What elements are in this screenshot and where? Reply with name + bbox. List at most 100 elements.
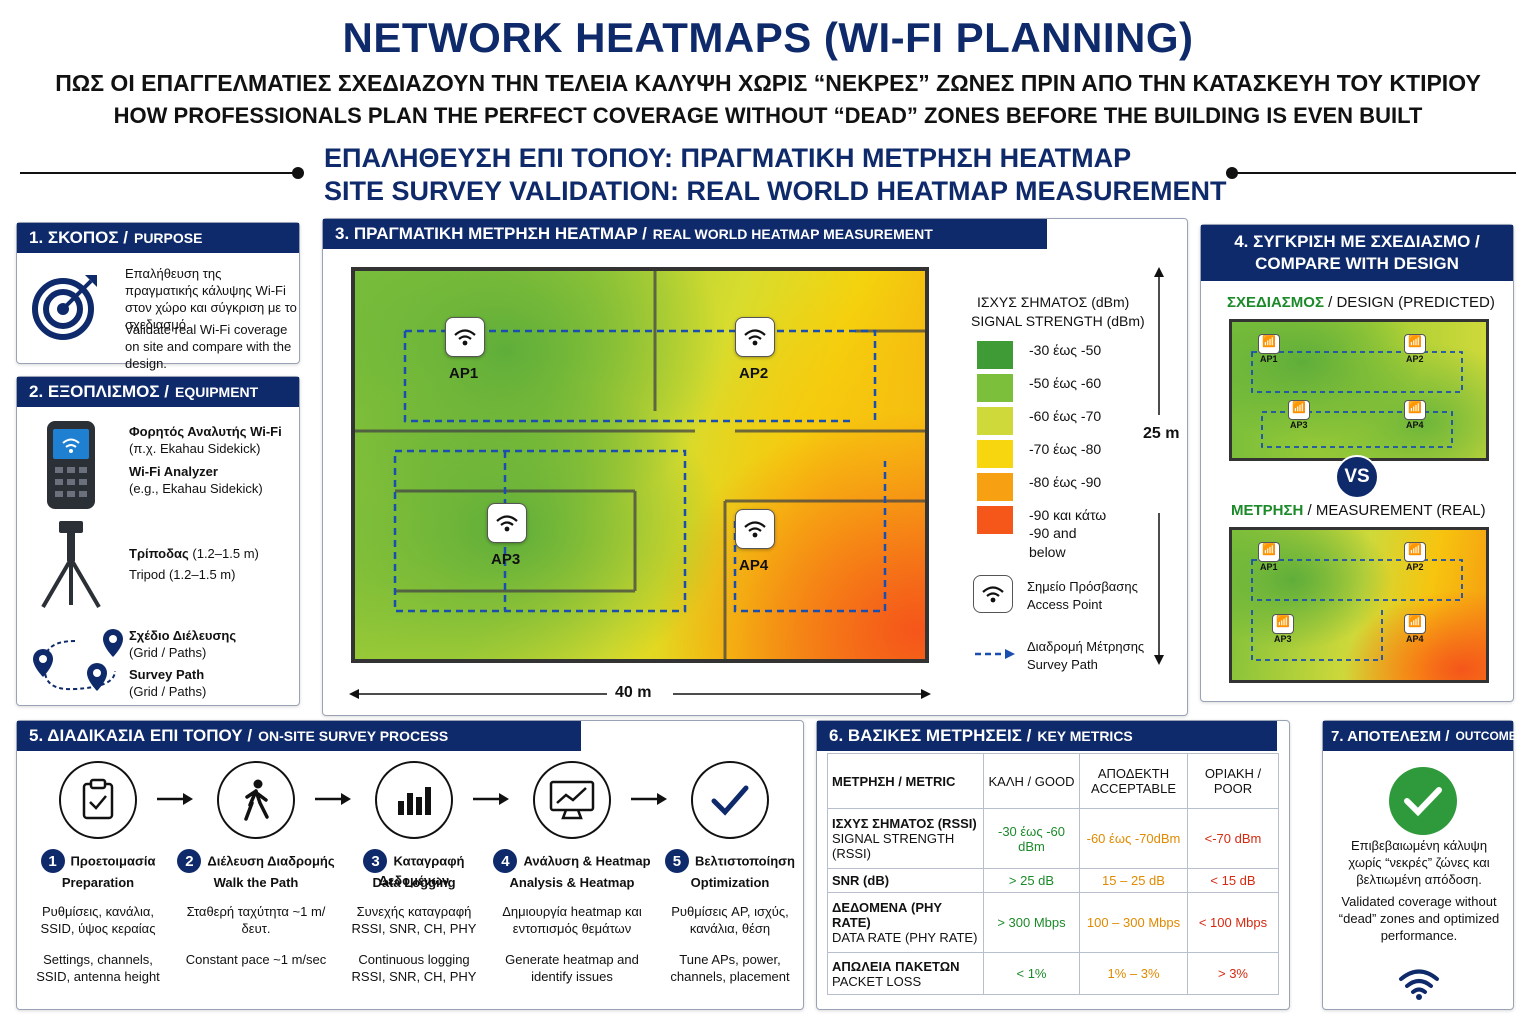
- path-legend-english: Survey Path: [1027, 657, 1098, 672]
- ap2-marker[interactable]: [735, 317, 775, 357]
- wifi-icon: 📶: [1404, 334, 1426, 354]
- page-title: NETWORK HEATMAPS (WI-FI PLANNING): [342, 14, 1194, 61]
- compare-header: 4. ΣΥΓΚΡΙΣΗ ΜΕ ΣΧΕΔΙΑΣΜΟ / COMPARE WITH D…: [1201, 225, 1513, 281]
- step-description-english: Continuous logging RSSI, SNR, CH, PHY: [351, 952, 477, 984]
- metric-poor: > 3%: [1187, 952, 1279, 995]
- bar-chart-icon: [375, 761, 453, 839]
- heatmap-floorplan: AP1 AP2 AP3 AP4: [351, 267, 929, 663]
- legend-row: -30 έως -50: [977, 341, 1101, 369]
- step-description-greek: Σταθερή ταχύτητα ~1 m/δευτ.: [186, 904, 326, 936]
- outcome-panel: 7. ΑΠΟΤΕΛΕΣΜ / OUTCOME Επιβεβαιωμένη κάλυ…: [1322, 720, 1517, 1010]
- step-title-english: Walk the Path: [213, 875, 299, 890]
- design-ap2-label: AP2: [1406, 354, 1424, 364]
- step-title: 3 Καταγραφή Δεδομένων: [334, 849, 494, 888]
- heatmap-header: 3. ΠΡΑΓΜΑΤΙΚΗ ΜΕΤΡΗΣΗ HEATMAP / REAL WORL…: [323, 219, 1047, 249]
- walking-person-icon: [217, 761, 295, 839]
- legend-label: -90 και κάτω: [1029, 507, 1107, 523]
- wifi-analyzer-icon: [47, 421, 95, 509]
- metric-name-english: PACKET LOSS: [832, 973, 922, 989]
- purpose-header: 1. ΣΚΟΠΟΣ / PURPOSE: [17, 223, 299, 253]
- clipboard-check-icon: [59, 761, 137, 839]
- ap-legend-english: Access Point: [1027, 597, 1103, 612]
- wifi-icon: [744, 329, 766, 346]
- metric-name: ΔΕΔΟΜΕΝΑ (PHY RATE): [832, 900, 942, 931]
- wifi-icon: [744, 521, 766, 538]
- wifi-icon: [982, 586, 1004, 603]
- metric-good: -30 έως -60 dBm: [983, 808, 1080, 870]
- design-label: ΣΧΕΔΙΑΣΜΟΣ / DESIGN (PREDICTED): [1227, 294, 1495, 311]
- wifi-icon: [496, 515, 518, 532]
- table-row: ΑΠΩΛΕΙΑ ΠΑΚΕΤΩΝ PACKET LOSS < 1% 1% – 3% > 3…: [827, 952, 1279, 995]
- design-paths: [1251, 351, 1463, 448]
- step-title: 5 Βελτιστοποίηση: [650, 849, 810, 873]
- design-ap4-label: AP4: [1406, 420, 1424, 430]
- height-label: 25 m: [1143, 425, 1180, 442]
- wifi-icon: [1399, 969, 1439, 1000]
- section-title-greek: ΕΠΑΛΗΘΕΥΣΗ ΕΠΙ ΤΟΠΟΥ: ΠΡΑΓΜΑΤΙΚΗ ΜΕΤΡΗΣΗ…: [324, 143, 1132, 173]
- wifi-icon: 📶: [1404, 400, 1426, 420]
- width-dimension: [349, 689, 931, 699]
- measurement-label: ΜΕΤΡΗΣΗ / MEASUREMENT (REAL): [1231, 502, 1486, 519]
- metric-poor: < 100 Mbps: [1187, 892, 1279, 954]
- metric-acceptable: 15 – 25 dB: [1079, 868, 1188, 894]
- survey-path-icon: [33, 629, 123, 691]
- legend-swatch: [977, 473, 1013, 501]
- outcome-text-english: Validated coverage without “dead” zones …: [1338, 894, 1500, 943]
- wifi-icon: 📶: [1258, 334, 1280, 354]
- step-title: 4 Ανάλυση & Heatmap: [492, 849, 652, 873]
- metrics-header-good: ΚΑΛΗ / GOOD: [983, 752, 1080, 810]
- ap-legend-greek: Σημείο Πρόσβασης: [1027, 579, 1138, 594]
- measurement-paths: [1251, 559, 1463, 661]
- equip-1-greek: Φορητός Αναλυτής Wi-Fi: [129, 424, 282, 439]
- wifi-icon: 📶: [1404, 542, 1426, 562]
- equip-1-greek-detail: (π.χ. Ekahau Sidekick): [129, 441, 261, 456]
- step-description-english: Generate heatmap and identify issues: [505, 952, 639, 984]
- equip-3-english-detail: (Grid / Paths): [129, 684, 207, 699]
- metric-name: ΑΠΩΛΕΙΑ ΠΑΚΕΤΩΝ: [832, 958, 960, 974]
- checkmark-icon: [691, 761, 769, 839]
- purpose-text-english: Validate real Wi-Fi coverage on site and…: [125, 322, 292, 371]
- right-rule-dot: [1226, 167, 1238, 179]
- metric-good: < 1%: [983, 952, 1080, 995]
- ap3-marker[interactable]: [487, 503, 527, 543]
- legend-swatch: [977, 440, 1013, 468]
- step-description-english: Constant pace ~1 m/sec: [185, 952, 327, 967]
- process-header: 5. ΔΙΑΔΙΚΑΣΙΑ ΕΠΙ ΤΟΠΟΥ / ON-SITE SURVEY …: [17, 721, 581, 751]
- check-circle-icon: [1389, 767, 1457, 835]
- metrics-table: ΜΕΤΡΗΣΗ / METRIC ΚΑΛΗ / GOOD ΑΠΟΔΕΚΤΗ AC…: [827, 752, 1279, 995]
- vs-badge: VS: [1335, 455, 1379, 499]
- legend-row: -60 έως -70: [977, 407, 1101, 435]
- purpose-panel: 1. ΣΚΟΠΟΣ / PURPOSE Επαλήθευση της πραγμα…: [16, 222, 300, 371]
- metric-good: > 25 dB: [983, 868, 1080, 894]
- metric-name: ΙΣΧΥΣ ΣΗΜΑΤΟΣ (RSSI): [832, 816, 977, 832]
- legend-row: -80 έως -90: [977, 473, 1101, 501]
- arrow-right-icon: [629, 791, 669, 812]
- measurement-heatmap: 📶 AP1 📶 AP2 📶 AP3 📶 AP4: [1229, 527, 1489, 683]
- path-legend-greek: Διαδρομή Μέτρησης: [1027, 639, 1145, 654]
- ap2-label: AP2: [739, 365, 769, 382]
- meas-ap2-label: AP2: [1406, 562, 1424, 572]
- outcome-text-greek: Επιβεβαιωμένη κάλυψη χωρίς “νεκρές” ζώνε…: [1348, 838, 1490, 887]
- ap-legend-icon: [973, 575, 1013, 613]
- design-heatmap: 📶 AP1 📶 AP2 📶 AP3 📶 AP4: [1229, 319, 1489, 461]
- compare-panel: 4. ΣΥΓΚΡΙΣΗ ΜΕ ΣΧΕΔΙΑΣΜΟ / COMPARE WITH D…: [1200, 224, 1514, 702]
- step-description-english: Tune APs, power, channels, placement: [670, 952, 790, 984]
- metrics-header: 6. ΒΑΣΙΚΕΣ ΜΕΤΡΗΣΕΙΣ / KEY METRICS: [817, 721, 1277, 751]
- equip-3-greek-detail: (Grid / Paths): [129, 645, 207, 660]
- heatmap-panel: 3. ΠΡΑΓΜΑΤΙΚΗ ΜΕΤΡΗΣΗ HEATMAP / REAL WORL…: [322, 218, 1188, 716]
- ap4-marker[interactable]: [735, 509, 775, 549]
- metric-good: > 300 Mbps: [983, 892, 1080, 954]
- ap1-marker[interactable]: [445, 317, 485, 357]
- legend-row: -90 και κάτω -90 and below: [977, 506, 1107, 560]
- wifi-icon: 📶: [1288, 400, 1310, 420]
- purpose-text-greek: Επαλήθευση της πραγματικής κάλυψης Wi-Fi…: [125, 266, 297, 332]
- metric-name-english: SIGNAL STRENGTH (RSSI): [832, 831, 955, 862]
- right-rule: [1232, 172, 1516, 174]
- equip-2-greek: Τρίποδας (1.2–1.5 m): [129, 546, 259, 561]
- metric-acceptable: 1% – 3%: [1079, 952, 1188, 995]
- legend-label: -70 έως -80: [1029, 441, 1102, 457]
- metrics-header-metric: ΜΕΤΡΗΣΗ / METRIC: [827, 752, 984, 810]
- design-ap1-label: AP1: [1260, 354, 1278, 364]
- step-description-greek: Ρυθμίσεις, κανάλια, SSID, ύψος κεραίας: [40, 904, 156, 936]
- equip-3-greek: Σχέδιο Διέλευσης: [129, 628, 237, 643]
